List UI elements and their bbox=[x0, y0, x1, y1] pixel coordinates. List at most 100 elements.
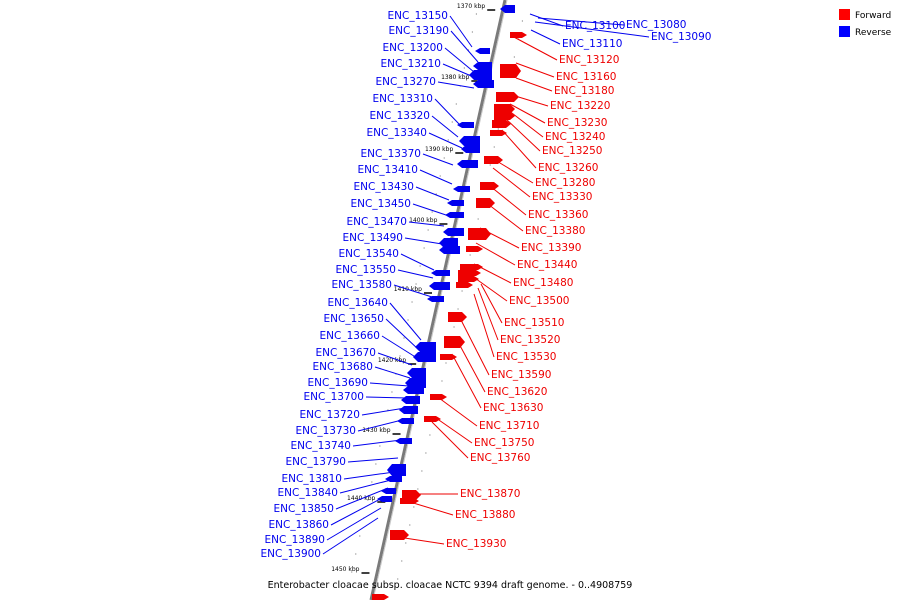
forward-gene-feature[interactable] bbox=[456, 282, 473, 288]
reverse-gene-feature[interactable] bbox=[401, 396, 420, 404]
enc-13790-label[interactable]: ENC_13790 bbox=[286, 456, 346, 468]
reverse-gene-feature[interactable] bbox=[453, 186, 470, 192]
enc-13850-label[interactable]: ENC_13850 bbox=[274, 503, 334, 515]
reverse-gene-feature[interactable] bbox=[461, 145, 480, 153]
reverse-gene-feature[interactable] bbox=[447, 200, 464, 206]
enc-13100-label[interactable]: ENC_13100 bbox=[565, 20, 625, 32]
enc-13440-label[interactable]: ENC_13440 bbox=[517, 259, 577, 271]
forward-gene-feature[interactable] bbox=[500, 64, 521, 78]
reverse-gene-feature[interactable] bbox=[443, 228, 464, 236]
enc-13160-label[interactable]: ENC_13160 bbox=[556, 71, 616, 83]
forward-gene-feature[interactable] bbox=[466, 246, 483, 252]
enc-13500-label[interactable]: ENC_13500 bbox=[509, 295, 569, 307]
enc-13250-label[interactable]: ENC_13250 bbox=[542, 145, 602, 157]
enc-13490-label[interactable]: ENC_13490 bbox=[343, 232, 403, 244]
enc-13670-label[interactable]: ENC_13670 bbox=[316, 347, 376, 359]
enc-13480-label[interactable]: ENC_13480 bbox=[513, 277, 573, 289]
enc-13200-label[interactable]: ENC_13200 bbox=[383, 42, 443, 54]
enc-13470-label[interactable]: ENC_13470 bbox=[347, 216, 407, 228]
enc-13690-label[interactable]: ENC_13690 bbox=[308, 377, 368, 389]
enc-13580-label[interactable]: ENC_13580 bbox=[332, 279, 392, 291]
enc-13870-label[interactable]: ENC_13870 bbox=[460, 488, 520, 500]
reverse-gene-feature[interactable] bbox=[469, 70, 492, 80]
enc-13630-label[interactable]: ENC_13630 bbox=[483, 402, 543, 414]
enc-13740-label[interactable]: ENC_13740 bbox=[291, 440, 351, 452]
forward-gene-feature[interactable] bbox=[496, 92, 519, 102]
reverse-gene-feature[interactable] bbox=[381, 488, 396, 494]
reverse-gene-feature[interactable] bbox=[439, 238, 458, 248]
enc-13430-label[interactable]: ENC_13430 bbox=[354, 181, 414, 193]
forward-gene-feature[interactable] bbox=[468, 228, 491, 240]
enc-13930-label[interactable]: ENC_13930 bbox=[446, 538, 506, 550]
enc-13720-label[interactable]: ENC_13720 bbox=[300, 409, 360, 421]
enc-13620-label[interactable]: ENC_13620 bbox=[487, 386, 547, 398]
forward-gene-feature[interactable] bbox=[480, 182, 499, 190]
enc-13660-label[interactable]: ENC_13660 bbox=[320, 330, 380, 342]
enc-13340-label[interactable]: ENC_13340 bbox=[367, 127, 427, 139]
enc-13880-label[interactable]: ENC_13880 bbox=[455, 509, 515, 521]
enc-13810-label[interactable]: ENC_13810 bbox=[282, 473, 342, 485]
reverse-gene-feature[interactable] bbox=[475, 48, 490, 54]
enc-13190-label[interactable]: ENC_13190 bbox=[389, 25, 449, 37]
enc-13590-label[interactable]: ENC_13590 bbox=[491, 369, 551, 381]
enc-13730-label[interactable]: ENC_13730 bbox=[296, 425, 356, 437]
enc-13360-label[interactable]: ENC_13360 bbox=[528, 209, 588, 221]
enc-13090-label[interactable]: ENC_13090 bbox=[651, 31, 711, 43]
forward-gene-feature[interactable] bbox=[402, 490, 421, 500]
enc-13320-label[interactable]: ENC_13320 bbox=[370, 110, 430, 122]
enc-13640-label[interactable]: ENC_13640 bbox=[328, 297, 388, 309]
reverse-gene-feature[interactable] bbox=[431, 270, 450, 276]
enc-13390-label[interactable]: ENC_13390 bbox=[521, 242, 581, 254]
enc-13220-label[interactable]: ENC_13220 bbox=[550, 100, 610, 112]
enc-13710-label[interactable]: ENC_13710 bbox=[479, 420, 539, 432]
reverse-gene-feature[interactable] bbox=[413, 352, 436, 362]
enc-13080-label[interactable]: ENC_13080 bbox=[626, 19, 686, 31]
reverse-gene-feature[interactable] bbox=[500, 5, 515, 13]
enc-13900-label[interactable]: ENC_13900 bbox=[261, 548, 321, 560]
enc-13180-label[interactable]: ENC_13180 bbox=[554, 85, 614, 97]
forward-gene-feature[interactable] bbox=[458, 270, 481, 276]
reverse-gene-feature[interactable] bbox=[459, 136, 480, 146]
forward-gene-feature[interactable] bbox=[494, 112, 515, 120]
reverse-gene-feature[interactable] bbox=[407, 368, 426, 378]
enc-13150-label[interactable]: ENC_13150 bbox=[388, 10, 448, 22]
forward-gene-feature[interactable] bbox=[424, 416, 441, 422]
enc-13650-label[interactable]: ENC_13650 bbox=[324, 313, 384, 325]
enc-13120-label[interactable]: ENC_13120 bbox=[559, 54, 619, 66]
enc-13410-label[interactable]: ENC_13410 bbox=[358, 164, 418, 176]
forward-gene-feature[interactable] bbox=[430, 394, 447, 400]
enc-13270-label[interactable]: ENC_13270 bbox=[376, 76, 436, 88]
enc-13310-label[interactable]: ENC_13310 bbox=[373, 93, 433, 105]
enc-13680-label[interactable]: ENC_13680 bbox=[313, 361, 373, 373]
enc-13540-label[interactable]: ENC_13540 bbox=[339, 248, 399, 260]
reverse-gene-feature[interactable] bbox=[415, 342, 436, 352]
reverse-gene-feature[interactable] bbox=[397, 418, 414, 424]
reverse-gene-feature[interactable] bbox=[399, 406, 418, 414]
reverse-gene-feature[interactable] bbox=[395, 438, 412, 444]
reverse-gene-feature[interactable] bbox=[457, 122, 474, 128]
reverse-gene-feature[interactable] bbox=[445, 212, 464, 218]
enc-13110-label[interactable]: ENC_13110 bbox=[562, 38, 622, 50]
enc-13530-label[interactable]: ENC_13530 bbox=[496, 351, 556, 363]
forward-gene-feature[interactable] bbox=[492, 120, 511, 128]
forward-gene-feature[interactable] bbox=[510, 32, 527, 38]
enc-13840-label[interactable]: ENC_13840 bbox=[278, 487, 338, 499]
enc-13240-label[interactable]: ENC_13240 bbox=[545, 131, 605, 143]
forward-gene-feature[interactable] bbox=[400, 498, 419, 504]
reverse-gene-feature[interactable] bbox=[405, 378, 426, 388]
enc-13750-label[interactable]: ENC_13750 bbox=[474, 437, 534, 449]
reverse-gene-feature[interactable] bbox=[427, 296, 444, 302]
enc-13510-label[interactable]: ENC_13510 bbox=[504, 317, 564, 329]
enc-13760-label[interactable]: ENC_13760 bbox=[470, 452, 530, 464]
enc-13890-label[interactable]: ENC_13890 bbox=[265, 534, 325, 546]
forward-gene-feature[interactable] bbox=[476, 198, 495, 208]
reverse-gene-feature[interactable] bbox=[403, 386, 424, 394]
enc-13260-label[interactable]: ENC_13260 bbox=[538, 162, 598, 174]
enc-13550-label[interactable]: ENC_13550 bbox=[336, 264, 396, 276]
enc-13450-label[interactable]: ENC_13450 bbox=[351, 198, 411, 210]
forward-gene-feature[interactable] bbox=[372, 594, 389, 600]
enc-13210-label[interactable]: ENC_13210 bbox=[381, 58, 441, 70]
reverse-gene-feature[interactable] bbox=[473, 62, 492, 70]
reverse-gene-feature[interactable] bbox=[457, 160, 478, 168]
reverse-gene-feature[interactable] bbox=[387, 464, 406, 476]
